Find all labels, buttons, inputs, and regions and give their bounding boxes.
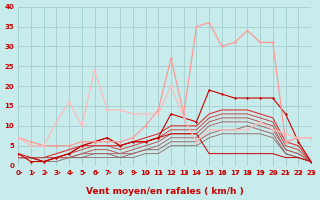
X-axis label: Vent moyen/en rafales ( km/h ): Vent moyen/en rafales ( km/h ) <box>86 187 244 196</box>
